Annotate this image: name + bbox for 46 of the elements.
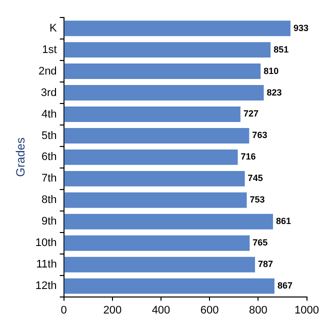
bar	[64, 149, 238, 165]
x-tick-label: 400	[152, 304, 170, 316]
data-label: 933	[293, 22, 309, 33]
x-tick-label: 200	[103, 304, 122, 316]
data-label: 851	[274, 44, 289, 54]
y-tick-label: 6th	[42, 151, 57, 164]
bar	[64, 64, 261, 80]
y-tick-label: 5th	[42, 130, 57, 142]
x-tick-label: 1000	[294, 304, 320, 316]
y-tick-label: 9th	[42, 216, 57, 228]
bar	[64, 170, 245, 186]
y-tick-label: 11th	[36, 258, 57, 271]
x-tick-label: 600	[200, 304, 219, 316]
data-label: 716	[240, 152, 256, 162]
y-tick-label: 3rd	[40, 86, 57, 99]
data-label: 765	[252, 238, 268, 248]
bar	[64, 214, 273, 230]
bar	[64, 256, 256, 272]
y-tick-label: K	[49, 22, 58, 34]
y-tick-label: 8th	[42, 194, 57, 206]
y-tick-label: 7th	[42, 172, 57, 185]
bar	[64, 192, 247, 208]
y-tick-label: 2nd	[38, 65, 57, 78]
x-tick-label: 0	[60, 304, 67, 316]
data-label: 810	[264, 66, 279, 76]
y-tick-label: 4th	[42, 108, 57, 120]
bar	[64, 106, 240, 122]
bar	[64, 278, 274, 294]
y-tick-label: 10th	[35, 237, 57, 250]
bar	[64, 235, 250, 251]
data-label: 745	[248, 173, 263, 184]
data-label: 867	[277, 280, 292, 291]
data-label: 753	[250, 194, 265, 205]
y-axis-title: Grades	[14, 138, 28, 177]
bar	[64, 20, 290, 36]
x-tick-label: 800	[248, 304, 268, 316]
y-tick-label: 12th	[35, 280, 57, 292]
data-label: 787	[258, 259, 274, 270]
data-label: 763	[252, 130, 268, 140]
data-label: 823	[266, 87, 282, 98]
data-label: 727	[243, 108, 258, 119]
bar	[64, 128, 250, 144]
y-tick-label: 1st	[42, 44, 57, 56]
bar	[64, 85, 264, 100]
bar	[64, 42, 271, 58]
data-label: 861	[276, 216, 292, 226]
